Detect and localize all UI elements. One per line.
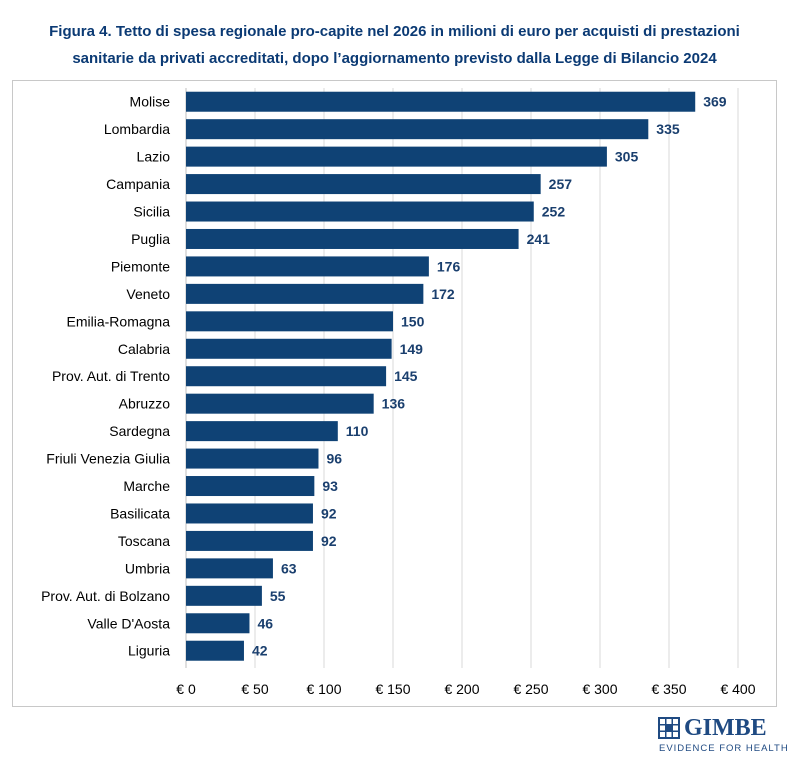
- bar: [186, 174, 541, 195]
- category-label: Piemonte: [111, 258, 170, 274]
- x-tick-label: € 350: [651, 681, 686, 697]
- category-label: Lazio: [137, 149, 171, 165]
- x-tick-label: € 300: [582, 681, 617, 697]
- bar: [186, 476, 315, 497]
- x-tick-label: € 0: [176, 681, 196, 697]
- category-label: Molise: [130, 94, 171, 110]
- data-label: 369: [703, 94, 727, 110]
- gimbe-logo-icon: [658, 717, 680, 739]
- category-label: Puglia: [131, 231, 170, 247]
- category-label: Emilia-Romagna: [67, 313, 171, 329]
- x-tick-label: € 150: [375, 681, 410, 697]
- bar: [186, 311, 393, 332]
- data-label: 252: [542, 204, 566, 220]
- chart-title: Figura 4. Tetto di spesa regionale pro-c…: [0, 18, 789, 72]
- x-tick-label: € 200: [444, 681, 479, 697]
- bar: [186, 613, 250, 634]
- category-label: Friuli Venezia Giulia: [46, 451, 170, 467]
- category-label: Liguria: [128, 643, 170, 659]
- data-label: 257: [549, 176, 573, 192]
- x-tick-label: € 50: [241, 681, 268, 697]
- data-label: 305: [615, 149, 639, 165]
- data-label: 172: [431, 286, 455, 302]
- category-label: Sardegna: [109, 423, 170, 439]
- category-label: Toscana: [118, 533, 170, 549]
- data-label: 145: [394, 368, 418, 384]
- category-label: Prov. Aut. di Trento: [52, 368, 170, 384]
- x-tick-label: € 250: [513, 681, 548, 697]
- bar-chart: € 0 € 50 € 100 € 150 € 200 € 250 € 300 € 350 € 4…: [41, 88, 756, 697]
- category-label: Prov. Aut. di Bolzano: [41, 588, 170, 604]
- bar: [186, 256, 429, 277]
- x-tick-label: € 400: [720, 681, 755, 697]
- bar: [186, 421, 338, 442]
- bar: [186, 640, 244, 661]
- bar: [186, 283, 424, 304]
- data-label: 136: [382, 396, 406, 412]
- bar: [186, 91, 696, 112]
- category-label: Abruzzo: [119, 396, 171, 412]
- data-label: 63: [281, 560, 297, 576]
- bar: [186, 585, 262, 606]
- gimbe-logo: GIMBE EVIDENCE FOR HEALTH: [658, 715, 788, 757]
- category-label: Veneto: [126, 286, 170, 302]
- data-label: 42: [252, 643, 268, 659]
- bar: [186, 558, 273, 579]
- data-label: 335: [656, 121, 680, 137]
- data-label: 92: [321, 533, 337, 549]
- bar: [186, 146, 607, 167]
- data-label: 55: [270, 588, 286, 604]
- bar: [186, 448, 319, 469]
- category-label: Basilicata: [110, 505, 170, 521]
- bar: [186, 201, 534, 222]
- category-label: Lombardia: [104, 121, 170, 137]
- chart-title-line-2: sanitarie da privati accreditati, dopo l…: [72, 50, 717, 67]
- gimbe-logo-tagline: EVIDENCE FOR HEALTH: [659, 743, 789, 754]
- category-label: Sicilia: [133, 204, 170, 220]
- data-label: 46: [257, 615, 273, 631]
- data-label: 150: [401, 313, 425, 329]
- data-label: 96: [326, 451, 342, 467]
- data-label: 110: [346, 423, 369, 439]
- chart-title-line-1: Figura 4. Tetto di spesa regionale pro-c…: [49, 23, 740, 40]
- bar: [186, 228, 519, 249]
- chart-frame: [12, 80, 777, 707]
- data-label: 241: [527, 231, 551, 247]
- category-label: Calabria: [118, 341, 170, 357]
- data-label: 176: [437, 258, 461, 274]
- data-label: 93: [322, 478, 338, 494]
- x-tick-label: € 100: [306, 681, 341, 697]
- data-label: 149: [400, 341, 424, 357]
- category-label: Campania: [106, 176, 170, 192]
- category-label: Umbria: [125, 560, 170, 576]
- bar: [186, 366, 387, 387]
- category-label: Valle D'Aosta: [87, 615, 170, 631]
- data-label: 92: [321, 505, 337, 521]
- category-label: Marche: [123, 478, 170, 494]
- bar: [186, 338, 392, 359]
- bar: [186, 503, 313, 524]
- bar: [186, 530, 313, 551]
- gimbe-logo-name: GIMBE: [684, 715, 767, 741]
- bar: [186, 119, 649, 140]
- bar: [186, 393, 374, 414]
